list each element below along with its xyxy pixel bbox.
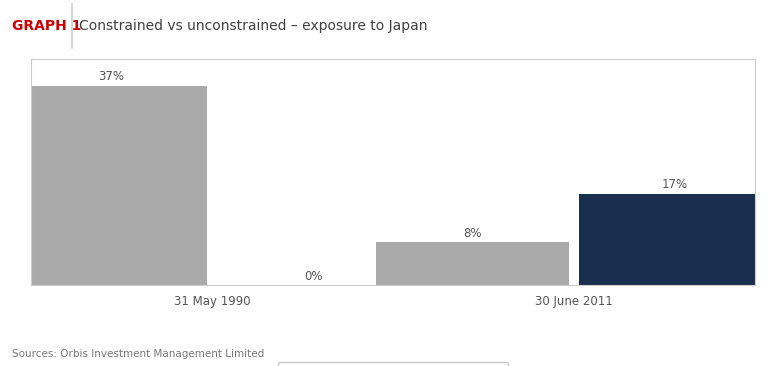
Text: Sources: Orbis Investment Management Limited: Sources: Orbis Investment Management Lim… bbox=[12, 349, 264, 359]
Text: Constrained vs unconstrained – exposure to Japan: Constrained vs unconstrained – exposure … bbox=[79, 19, 428, 33]
Legend: World Index, Orbis Global: World Index, Orbis Global bbox=[278, 362, 508, 366]
Text: 0%: 0% bbox=[304, 270, 323, 283]
Text: 8%: 8% bbox=[463, 227, 482, 240]
Bar bbox=[579, 194, 771, 285]
Bar bbox=[15, 86, 207, 285]
Bar bbox=[377, 242, 569, 285]
Text: 17%: 17% bbox=[662, 178, 688, 191]
Text: GRAPH 1: GRAPH 1 bbox=[12, 19, 81, 33]
Text: 37%: 37% bbox=[98, 70, 124, 83]
